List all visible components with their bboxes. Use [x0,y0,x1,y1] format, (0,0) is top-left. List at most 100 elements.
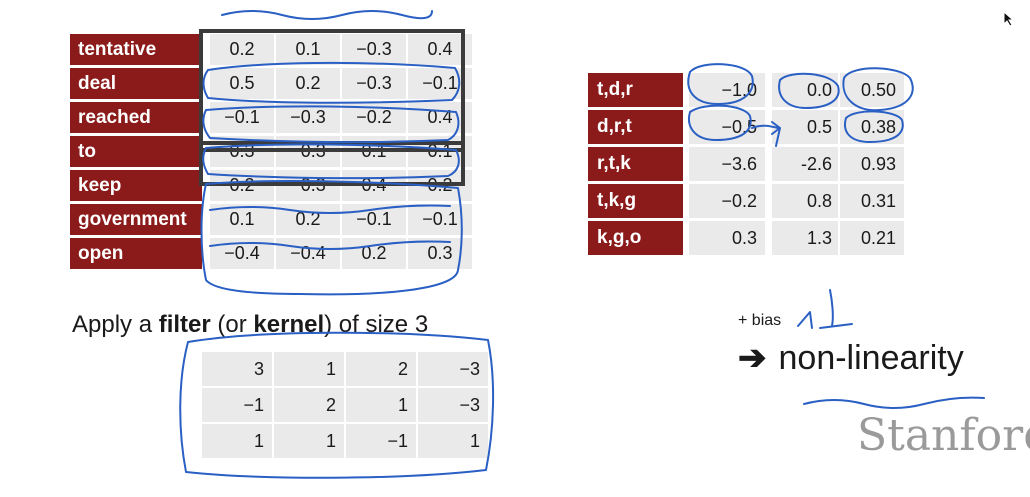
activated-output-table: 0.0 0.50 0.5 0.38 -2.6 0.93 0.8 0.31 1.3 0.21 [772,70,904,258]
embedding-value: −0.2 [340,102,406,133]
output-value: -2.6 [772,147,838,181]
mouse-cursor-icon [1003,11,1015,27]
conv-value: −0.2 [689,184,765,218]
ngram-label: t,k,g [588,184,689,218]
embedding-value: 0.4 [406,102,472,133]
embedding-value: −0.1 [340,204,406,235]
conv-output-table: t,d,r −1.0 d,r,t −0.5 r,t,k −3.6 t,k,g −0.2 k,g,… [588,70,765,258]
embedding-value: 0.5 [210,68,274,99]
filter-kernel-table: 3 1 2 −3 −1 2 1 −3 1 1 −1 1 [200,350,490,460]
embedding-value: −0.3 [340,68,406,99]
table-row: deal 0.5 0.2 −0.3 −0.1 [70,68,472,99]
ngram-label: r,t,k [588,147,689,181]
table-row: t,k,g −0.2 [588,184,765,218]
ngram-label: t,d,r [588,73,689,107]
filter-value: 3 [202,352,272,386]
embedding-value: 0.4 [406,34,472,65]
table-row: d,r,t −0.5 [588,110,765,144]
embedding-value: 0.1 [274,34,340,65]
table-row: keep 0.2 −0.3 0.4 0.2 [70,170,472,201]
bias-note: + bias [738,312,782,329]
ink-underline-nonlinearity [803,396,985,409]
activated-value: 0.21 [838,221,904,255]
word-label: government [70,204,210,235]
table-row: to 0.3 −0.3 0.1 0.1 [70,136,472,167]
embedding-value: −0.3 [340,34,406,65]
embedding-value: −0.4 [210,238,274,269]
filter-value: −1 [202,388,272,422]
table-row: k,g,o 0.3 [588,221,765,255]
filter-caption: Apply a filter (or kernel) of size 3 [72,311,429,338]
output-value: 0.8 [772,184,838,218]
table-row: reached −0.1 −0.3 −0.2 0.4 [70,102,472,133]
filter-value: 2 [274,388,344,422]
output-value: 0.5 [772,110,838,144]
embedding-value: 0.2 [274,68,340,99]
ngram-label: k,g,o [588,221,689,255]
activated-value: 0.50 [838,73,904,107]
stanford-logo: Stanford [857,410,1030,461]
embedding-value: 0.2 [340,238,406,269]
filter-value: 2 [346,352,416,386]
activated-value: 0.93 [838,147,904,181]
filter-value: 1 [202,424,272,458]
filter-value: −3 [418,388,488,422]
embedding-value: 0.3 [210,136,274,167]
filter-value: 1 [274,352,344,386]
word-label: to [70,136,210,167]
embedding-value: 0.1 [210,204,274,235]
filter-value: 1 [274,424,344,458]
filter-value: −3 [418,352,488,386]
table-row: tentative 0.2 0.1 −0.3 0.4 [70,34,472,65]
embedding-value: 0.2 [210,170,274,201]
table-row: 3 1 2 −3 [202,352,488,386]
embedding-value: 0.2 [406,170,472,201]
conv-value: 0.3 [689,221,765,255]
embedding-value: 0.1 [340,136,406,167]
conv-value: −3.6 [689,147,765,181]
embedding-value: −0.3 [274,136,340,167]
word-label: keep [70,170,210,201]
embedding-value: 0.2 [210,34,274,65]
conv-value: −1.0 [689,73,765,107]
word-label: open [70,238,210,269]
table-row: r,t,k −3.6 [588,147,765,181]
table-row: government 0.1 0.2 −0.1 −0.1 [70,204,472,235]
filter-value: 1 [418,424,488,458]
embedding-value: 0.2 [274,204,340,235]
ngram-label: d,r,t [588,110,689,144]
table-row: 1 1 −1 1 [202,424,488,458]
embedding-value: 0.4 [340,170,406,201]
conv-value: −0.5 [689,110,765,144]
embedding-value: −0.1 [406,204,472,235]
right-arrow-icon: ➔ [738,339,767,377]
embedding-value: 0.1 [406,136,472,167]
ink-squiggle-top [221,10,433,20]
output-value: 0.0 [772,73,838,107]
nonlinearity-label: ➔ non-linearity [738,339,964,377]
table-row: 0.0 0.50 [772,73,904,107]
ink-bias-one [797,289,853,329]
embedding-value: 0.3 [406,238,472,269]
word-embedding-table: tentative 0.2 0.1 −0.3 0.4 deal 0.5 0.2 −0.3 −0.1… [70,31,472,272]
word-label: tentative [70,34,210,65]
table-row: 0.8 0.31 [772,184,904,218]
embedding-value: −0.1 [210,102,274,133]
filter-value: 1 [346,388,416,422]
output-value: 1.3 [772,221,838,255]
embedding-value: −0.1 [406,68,472,99]
table-row: -2.6 0.93 [772,147,904,181]
table-row: t,d,r −1.0 [588,73,765,107]
filter-value: −1 [346,424,416,458]
table-row: open −0.4 −0.4 0.2 0.3 [70,238,472,269]
embedding-value: −0.3 [274,102,340,133]
activated-value: 0.38 [838,110,904,144]
embedding-value: −0.3 [274,170,340,201]
table-row: −1 2 1 −3 [202,388,488,422]
table-row: 0.5 0.38 [772,110,904,144]
embedding-value: −0.4 [274,238,340,269]
table-row: 1.3 0.21 [772,221,904,255]
activated-value: 0.31 [838,184,904,218]
word-label: reached [70,102,210,133]
word-label: deal [70,68,210,99]
